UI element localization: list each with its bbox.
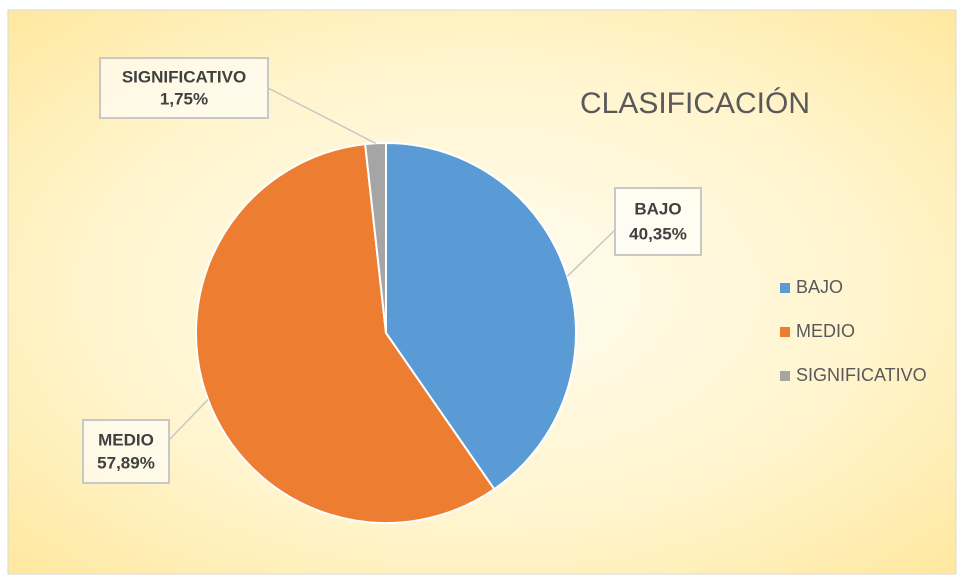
data-label-name: MEDIO — [98, 430, 154, 449]
legend-label: BAJO — [796, 277, 843, 297]
leader-line — [267, 87, 376, 144]
data-label-box — [614, 187, 702, 256]
legend-swatch — [780, 283, 790, 293]
chart-title: CLASIFICACIÓN — [580, 87, 810, 120]
legend-swatch — [780, 327, 790, 337]
data-label-name: BAJO — [634, 200, 681, 219]
leader-line — [168, 399, 209, 441]
legend-label: SIGNIFICATIVO — [796, 365, 927, 385]
legend-label: MEDIO — [796, 321, 855, 341]
data-label-name: SIGNIFICATIVO — [122, 67, 246, 86]
legend-swatch — [780, 371, 790, 381]
data-label-box — [99, 57, 269, 119]
data-label-value: 57,89% — [97, 454, 155, 473]
data-label-value: 1,75% — [160, 89, 208, 108]
leader-line — [566, 229, 616, 277]
pie-slice — [195, 143, 496, 524]
data-label-value: 40,35% — [629, 224, 687, 243]
data-label-box — [82, 419, 170, 484]
